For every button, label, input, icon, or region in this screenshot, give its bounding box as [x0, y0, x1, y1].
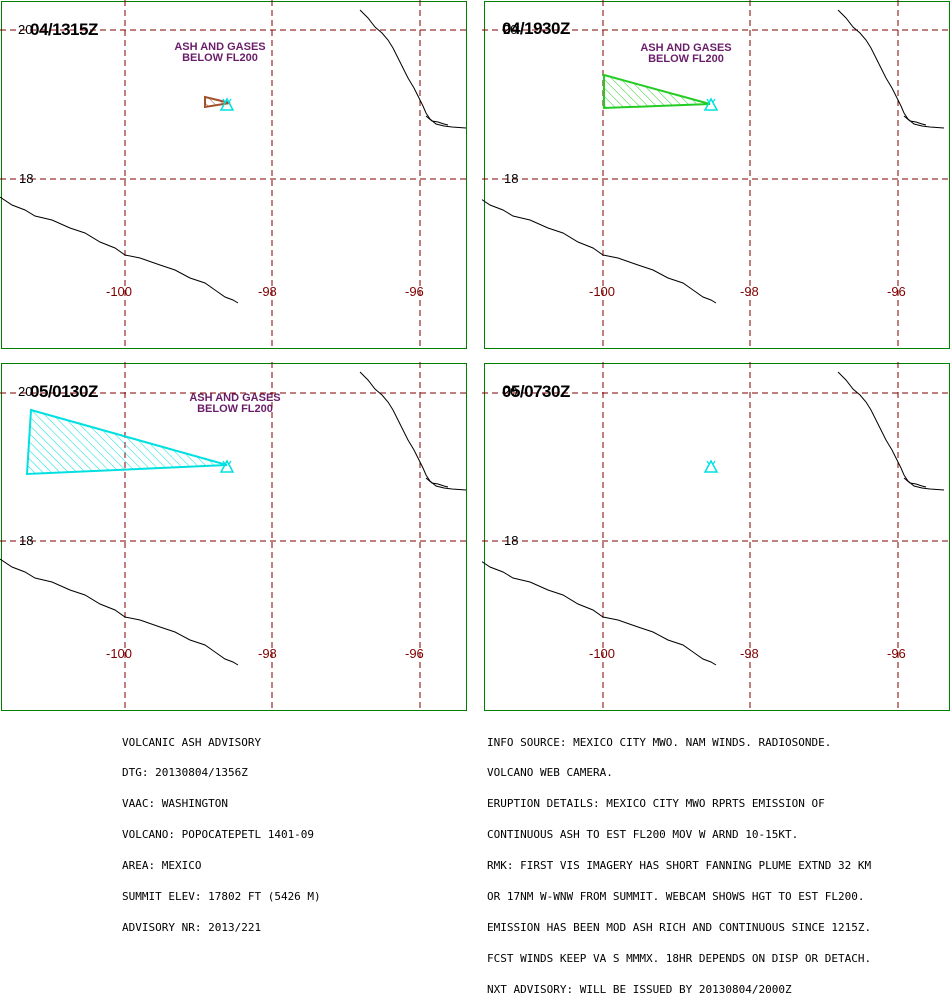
lon-label-100: -100	[106, 646, 133, 661]
info-line: OR 17NM W-WNW FROM SUMMIT. WEBCAM SHOWS …	[487, 890, 865, 904]
lon-label-96: -96	[887, 284, 906, 299]
lon-label-96: -96	[405, 284, 424, 299]
panel-time: 05/0730Z	[502, 382, 570, 401]
volcano-icon-spark	[228, 98, 232, 103]
ash-plume-polygon	[204, 95, 231, 109]
panel-frame	[1, 363, 467, 711]
panel-frame	[484, 363, 950, 711]
panel-time: 04/1315Z	[30, 20, 98, 39]
info-line: RMK: FIRST VIS IMAGERY HAS SHORT FANNING…	[487, 859, 872, 873]
gulf-coastline	[359, 9, 467, 129]
advisory-line: SUMMIT ELEV: 17802 FT (5426 M)	[122, 890, 321, 904]
ash-note-line-2: BELOW FL200	[182, 52, 258, 64]
gulf-coast-detail	[425, 115, 449, 126]
gulf-coastline	[837, 371, 945, 491]
volcano-icon-spark	[712, 460, 716, 465]
panel-time: 05/0130Z	[30, 382, 98, 401]
advisory-line: VOLCANO: POPOCATEPETL 1401-09	[122, 828, 315, 842]
lon-label-100: -100	[589, 646, 616, 661]
volcano-icon-spark	[222, 460, 226, 465]
ash-note-line-1: ASH AND GASES	[189, 392, 281, 404]
lat-label-20: 20	[18, 384, 33, 399]
volcano-icon-spark	[228, 460, 232, 465]
volcano-icon	[703, 459, 719, 473]
lon-label-98: -98	[258, 284, 277, 299]
advisory-line: ADVISORY NR: 2013/221	[122, 920, 262, 934]
panel-frame	[1, 1, 467, 349]
gulf-coast-detail	[903, 115, 927, 126]
lon-label-96: -96	[887, 646, 906, 661]
lat-label-18: 18	[504, 171, 519, 186]
ash-note-line-1: ASH AND GASES	[174, 41, 266, 53]
info-line: FCST WINDS KEEP VA S MMMX. 18HR DEPENDS …	[487, 951, 872, 965]
pacific-coastline	[482, 199, 717, 304]
lon-label-100: -100	[589, 284, 616, 299]
advisory-line: AREA: MEXICO	[122, 859, 202, 873]
volcano-icon-spark	[706, 460, 710, 465]
advisory-line: VOLCANIC ASH ADVISORY	[122, 735, 262, 749]
map-canvas	[0, 362, 467, 711]
info-line: NXT ADVISORY: WILL BE ISSUED BY 20130804…	[487, 982, 792, 996]
gulf-coast-detail	[903, 477, 927, 488]
gulf-coast-detail	[425, 477, 449, 488]
info-line: EMISSION HAS BEEN MOD ASH RICH AND CONTI…	[487, 920, 872, 934]
gulf-coastline	[837, 9, 945, 129]
ash-note: ASH AND GASES BELOW FL200	[175, 393, 295, 415]
map-panel-0507: 05/0730Z 20 18 -100 -98 -96	[482, 362, 950, 711]
ash-note: ASH AND GASES BELOW FL200	[626, 43, 746, 65]
volcano-icon	[703, 97, 719, 111]
map-panel-0413: 04/1315Z 20 18 -100 -98 -96 ASH AND GASE…	[0, 0, 480, 349]
lat-label-18: 18	[504, 533, 519, 548]
map-canvas	[0, 0, 467, 349]
volcano-icon	[219, 97, 235, 111]
ash-plume-polygon	[25, 408, 228, 476]
ash-note: ASH AND GASES BELOW FL200	[160, 42, 280, 64]
ash-plume-polygon	[603, 73, 711, 110]
info-line: INFO SOURCE: MEXICO CITY MWO. NAM WINDS.…	[487, 735, 832, 749]
map-panel-0501: 05/0130Z 20 18 -100 -98 -96 ASH AND GASE…	[0, 362, 480, 711]
advisory-info: INFO SOURCE: MEXICO CITY MWO. NAM WINDS.…	[487, 717, 871, 1005]
volcano-icon-spark	[706, 98, 710, 103]
volcano-icon-spark	[712, 98, 716, 103]
lat-label-20: 20	[18, 22, 33, 37]
ash-note-line-2: BELOW FL200	[648, 53, 724, 65]
volcano-icon-spark	[222, 98, 226, 103]
lon-label-98: -98	[740, 284, 759, 299]
info-line: ERUPTION DETAILS: MEXICO CITY MWO RPRTS …	[487, 797, 825, 811]
panel-time: 04/1930Z	[502, 19, 570, 38]
volcano-icon	[219, 459, 235, 473]
advisory-line: VAAC: WASHINGTON	[122, 797, 228, 811]
lat-label-20: 20	[503, 384, 518, 399]
pacific-coastline	[0, 558, 239, 666]
map-panel-0419: 04/1930Z 20 18 -100 -98 -96 ASH AND GASE…	[482, 0, 950, 349]
ash-note-line-2: BELOW FL200	[197, 403, 273, 415]
lat-label-18: 18	[19, 533, 34, 548]
gulf-coastline	[359, 371, 467, 491]
pacific-coastline	[0, 196, 239, 304]
pacific-coastline	[482, 561, 717, 666]
lon-label-96: -96	[405, 646, 424, 661]
lon-label-98: -98	[740, 646, 759, 661]
lon-label-98: -98	[258, 646, 277, 661]
info-line: CONTINUOUS ASH TO EST FL200 MOV W ARND 1…	[487, 828, 799, 842]
info-line: VOLCANO WEB CAMERA.	[487, 766, 613, 780]
ash-note-line-1: ASH AND GASES	[640, 42, 732, 54]
lon-label-100: -100	[106, 284, 133, 299]
advisory-line: DTG: 20130804/1356Z	[122, 766, 248, 780]
lat-label-20: 20	[503, 22, 518, 37]
map-canvas	[482, 362, 950, 711]
advisory-header: VOLCANIC ASH ADVISORY DTG: 20130804/1356…	[122, 717, 321, 944]
lat-label-18: 18	[19, 171, 34, 186]
